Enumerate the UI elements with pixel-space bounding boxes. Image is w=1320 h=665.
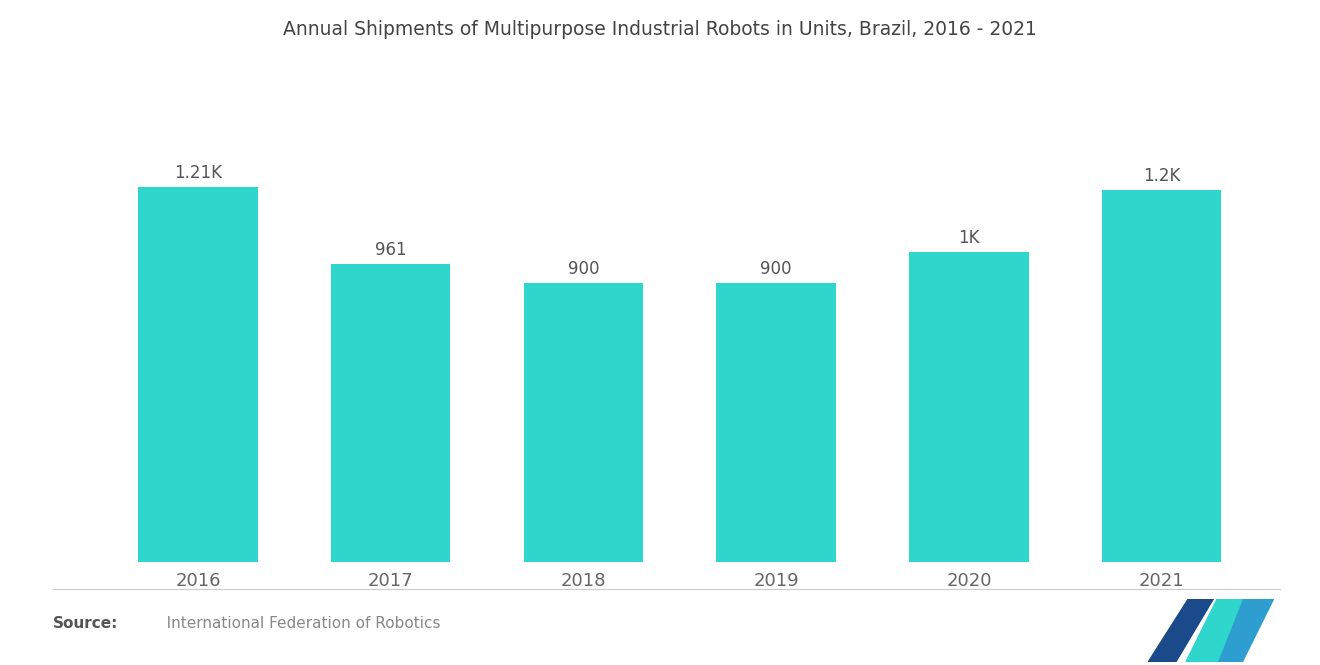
Text: 1.21K: 1.21K (174, 164, 222, 182)
Bar (524, 283, 643, 562)
Polygon shape (1209, 598, 1274, 662)
Text: Source:: Source: (53, 616, 119, 630)
Polygon shape (1148, 598, 1213, 662)
Text: 900: 900 (760, 259, 792, 278)
Text: Annual Shipments of Multipurpose Industrial Robots in Units, Brazil, 2016 - 2021: Annual Shipments of Multipurpose Industr… (282, 20, 1038, 39)
Text: 961: 961 (375, 241, 407, 259)
Polygon shape (1185, 598, 1242, 662)
Bar (139, 188, 257, 562)
Bar (717, 283, 836, 562)
Text: International Federation of Robotics: International Federation of Robotics (152, 616, 441, 630)
Text: 1.2K: 1.2K (1143, 167, 1180, 185)
Bar (331, 265, 450, 562)
Text: 1K: 1K (958, 229, 979, 247)
Bar (909, 252, 1028, 562)
Bar (1102, 190, 1221, 562)
Text: 900: 900 (568, 259, 599, 278)
